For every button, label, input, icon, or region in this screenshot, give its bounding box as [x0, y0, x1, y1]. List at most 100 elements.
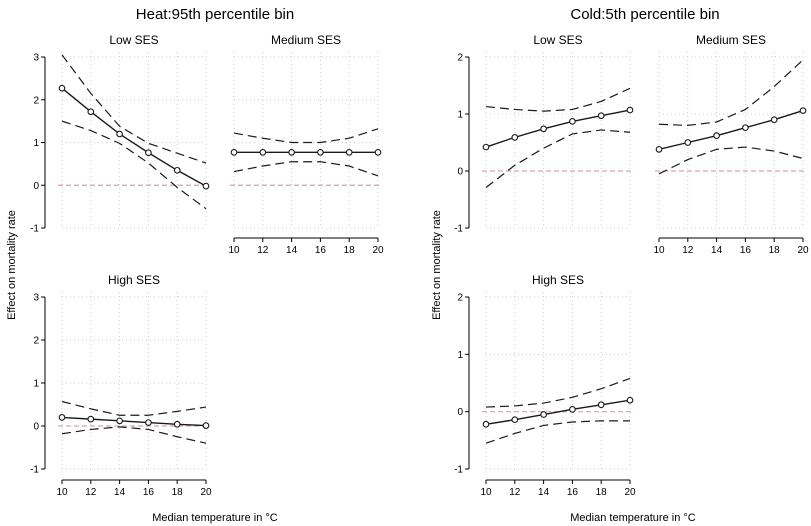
heat-medium-x-tick-label: 14: [286, 245, 298, 256]
cold-high-estimate-point: [626, 396, 634, 404]
heat-high-y-tick-label: -1: [30, 465, 39, 476]
cold-medium-upper-ci-line: [658, 59, 804, 127]
cold-low-estimate-point: [626, 106, 634, 114]
cold-medium-x-tick-label: 16: [740, 245, 752, 256]
y-axis-label-heat: Effect on mortality rate: [6, 210, 18, 320]
cold-medium-panel: Medium SES 10 12 14 16 18 20: [653, 33, 809, 256]
cold-low-lower-ci-line: [485, 129, 631, 189]
heat-medium-x-tick-label: 20: [372, 245, 384, 256]
heat-high-estimate-point: [58, 414, 66, 421]
cold-low-y-tick-label: 2: [457, 53, 463, 64]
heat-medium-estimate-point: [230, 148, 238, 156]
cold-low-estimate-point: [569, 118, 576, 125]
cold-high-x-tick-label: 12: [509, 487, 521, 498]
cold-medium-estimate-point: [713, 132, 720, 140]
heat-high-x-tick-label: 16: [143, 487, 155, 498]
heat-medium-panel: Medium SES 10 12 14 16 18 20: [228, 33, 384, 256]
heat-medium-estimate-point: [345, 148, 353, 156]
x-axis-label-cold: Median temperature in °C: [570, 512, 696, 524]
heat-low-estimate-point: [145, 149, 152, 157]
cold-medium-x-tick-label: 10: [653, 245, 665, 256]
heat-medium-estimate-point: [259, 148, 267, 156]
cold-high-estimate-point: [511, 416, 519, 424]
heat-low-panel: Low SES -1 0 1 2 3: [30, 33, 210, 235]
cold-high-estimate-point: [482, 420, 490, 428]
heat-low-y-tick-label: 3: [33, 53, 39, 64]
cold-low-subtitle: Low SES: [533, 33, 582, 47]
heat-high-x-tick-label: 18: [172, 487, 184, 498]
cold-medium-estimate-line: [658, 109, 804, 151]
heat-high-y-tick-label: 2: [33, 336, 39, 347]
cold-medium-x-tick-label: 12: [682, 245, 694, 256]
heat-high-estimate-point: [87, 415, 95, 423]
heat-high-x-tick-label: 12: [85, 487, 97, 498]
heat-low-estimate-point: [173, 166, 181, 174]
cold-high-x-tick-label: 16: [567, 487, 579, 498]
heat-low-y-tick-label: 0: [33, 181, 39, 192]
heat-low-estimate-line: [61, 87, 207, 187]
cold-high-y-tick-label: -1: [454, 465, 463, 476]
chart-title-heat: Heat:95th percentile bin: [136, 6, 294, 23]
heat-medium-estimate-point: [374, 148, 382, 156]
chart-title-cold: Cold:5th percentile bin: [570, 6, 719, 23]
heat-low-upper-ci-line: [61, 54, 207, 164]
cold-high-y-tick-label: 1: [457, 350, 463, 361]
cold-low-estimate-point: [511, 134, 519, 141]
cold-low-y-tick-label: 1: [457, 110, 463, 121]
cold-high-lower-ci-line: [485, 420, 630, 444]
cold-medium-x-tick-label: 18: [769, 245, 781, 256]
heat-medium-x-tick-label: 12: [257, 245, 269, 256]
heat-high-estimate-point: [145, 419, 152, 426]
y-axis-label-cold: Effect on mortality rate: [431, 210, 443, 320]
heat-high-estimate-point: [202, 422, 210, 429]
cold-low-upper-ci-line: [485, 87, 631, 112]
heat-high-estimate-point: [173, 420, 181, 428]
cold-high-y-tick-label: 2: [457, 293, 463, 304]
cold-high-x-tick-label: 14: [538, 487, 550, 498]
cold-medium-subtitle: Medium SES: [696, 33, 766, 47]
cold-low-estimate-point: [482, 143, 490, 151]
heat-medium-lower-ci-line: [233, 161, 379, 177]
heat-high-y-tick-label: 0: [33, 422, 39, 433]
cold-low-y-tick-label: -1: [454, 224, 463, 235]
cold-medium-estimate-point: [770, 116, 778, 124]
heat-low-subtitle: Low SES: [109, 33, 158, 47]
heat-high-estimate-point: [116, 417, 123, 425]
cold-medium-lower-ci-line: [658, 146, 804, 175]
cold-low-y-tick-label: 0: [457, 167, 463, 178]
heat-low-estimate-point: [202, 182, 210, 190]
cold-high-upper-ci-line: [485, 377, 631, 408]
cold-low-estimate-line: [485, 109, 631, 148]
cold-high-x-tick-label: 20: [624, 487, 636, 498]
cold-high-x-tick-label: 18: [596, 487, 608, 498]
cold-low-estimate-point: [540, 125, 547, 133]
heat-high-upper-ci-line: [61, 400, 207, 416]
heat-high-x-tick-label: 10: [56, 487, 68, 498]
heat-high-x-tick-label: 14: [114, 487, 126, 498]
cold-medium-estimate-point: [799, 107, 807, 114]
heat-low-estimate-point: [116, 130, 123, 138]
heat-medium-x-tick-label: 16: [315, 245, 327, 256]
heat-low-estimate-point: [58, 84, 66, 92]
heat-medium-subtitle: Medium SES: [271, 33, 341, 47]
cold-high-y-tick-label: 0: [457, 407, 463, 418]
heat-high-estimate-line: [61, 416, 207, 427]
heat-high-lower-ci-line: [61, 426, 207, 444]
heat-low-lower-ci-line: [61, 120, 207, 210]
cold-low-estimate-point: [597, 112, 605, 120]
cold-high-estimate-point: [540, 411, 547, 418]
heat-high-y-tick-label: 3: [33, 293, 39, 304]
cold-high-subtitle: High SES: [532, 273, 584, 287]
heat-medium-x-tick-label: 18: [344, 245, 356, 256]
heat-low-y-tick-label: 2: [33, 95, 39, 106]
cold-medium-estimate-point: [655, 145, 663, 153]
heat-low-estimate-point: [87, 108, 95, 116]
heat-medium-upper-ci-line: [233, 128, 379, 144]
heat-high-y-tick-label: 1: [33, 379, 39, 390]
heat-medium-estimate-point: [317, 148, 324, 156]
cold-high-estimate-point: [597, 401, 605, 409]
